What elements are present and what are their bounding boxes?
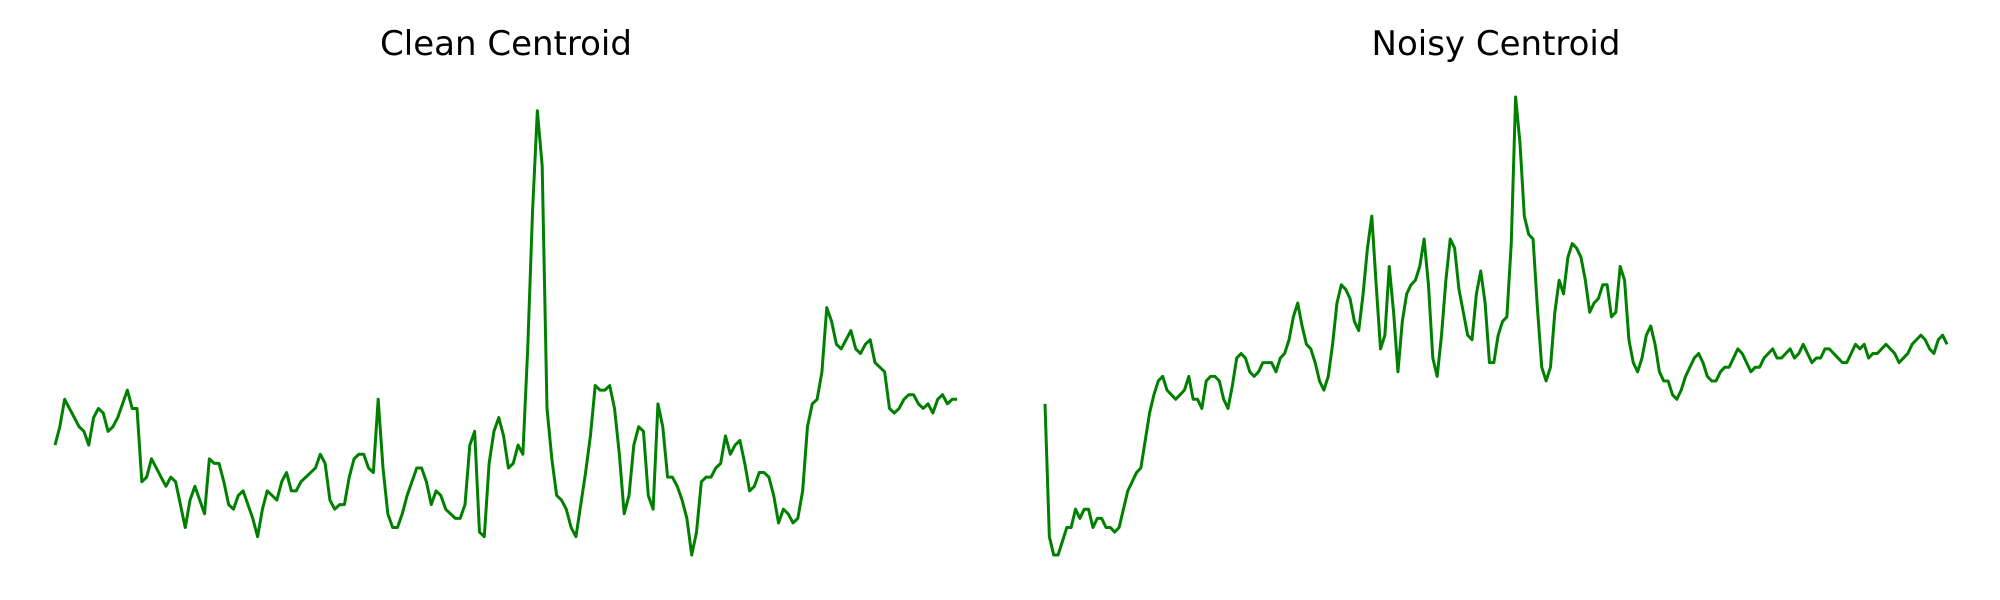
line-plot	[1043, 95, 1949, 557]
chart-title: Noisy Centroid	[1371, 24, 1621, 64]
series-line	[53, 109, 957, 557]
chart-title: Clean Centroid	[380, 24, 632, 64]
series-line	[1043, 95, 1949, 557]
line-plot	[53, 109, 957, 557]
chart-panel-clean: Clean Centroid	[53, 0, 957, 600]
chart-panel-noisy: Noisy Centroid	[1043, 0, 1949, 600]
